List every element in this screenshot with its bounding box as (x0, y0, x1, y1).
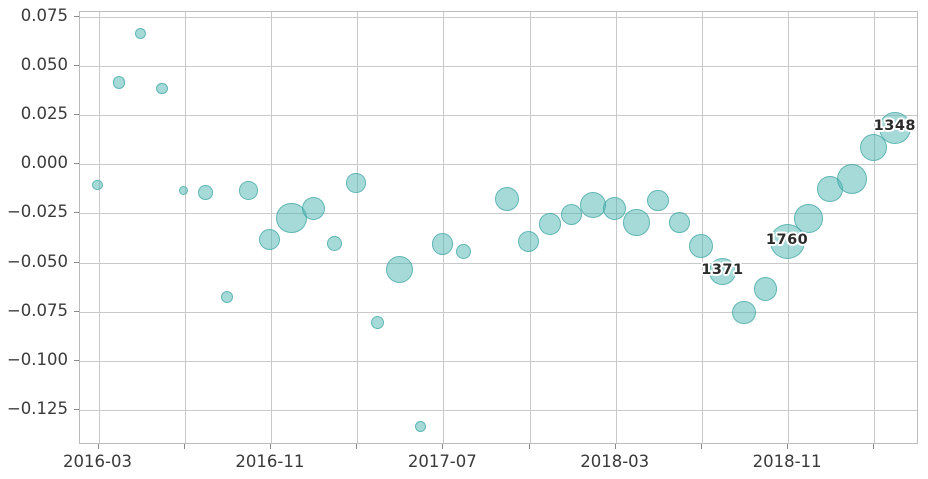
y-tick-mark (74, 114, 79, 116)
data-point-bubble (539, 213, 561, 235)
data-point-bubble (346, 173, 366, 193)
y-gridline (80, 311, 918, 313)
data-point-bubble (603, 196, 627, 220)
plot-area (79, 10, 919, 444)
data-point-bubble (878, 111, 912, 145)
data-point-bubble (561, 203, 583, 225)
y-tick-label: 0.075 (20, 6, 68, 25)
y-tick-label: −0.075 (6, 300, 68, 320)
data-point-bubble (769, 224, 805, 260)
data-point-bubble (415, 420, 427, 433)
y-tick-mark (74, 310, 79, 312)
data-point-bubble (688, 233, 713, 258)
x-tick-mark (528, 443, 530, 449)
data-point-bubble (580, 191, 607, 218)
x-tick-mark (269, 443, 271, 449)
x-tick-mark (97, 443, 99, 449)
data-point-bubble (327, 236, 343, 252)
x-tick-label: 2017-07 (407, 452, 477, 471)
data-point-bubble (753, 277, 778, 301)
data-point-bubble (179, 186, 189, 196)
x-tick-mark (700, 443, 702, 449)
x-gridline (874, 11, 876, 443)
data-point-bubble (732, 300, 756, 325)
y-gridline (80, 66, 918, 68)
bubble-value-label: 1348 (873, 118, 917, 135)
y-tick-label: −0.100 (6, 349, 68, 369)
x-gridline (357, 11, 359, 443)
data-point-bubble (794, 203, 823, 233)
x-gridline (270, 11, 272, 443)
data-point-bubble (385, 255, 413, 283)
x-tick-label: 2016-03 (63, 452, 132, 471)
y-gridline (80, 213, 918, 215)
data-point-bubble (301, 196, 325, 220)
x-gridline (443, 11, 445, 443)
x-tick-mark (356, 443, 358, 449)
x-tick-label: 2018-03 (580, 452, 650, 471)
data-point-bubble (456, 244, 472, 260)
data-point-bubble (518, 231, 539, 253)
y-tick-label: 0.000 (20, 153, 68, 173)
x-tick-mark (873, 443, 875, 449)
x-tick-mark (183, 443, 185, 449)
y-tick-label: −0.050 (6, 251, 68, 271)
y-gridline (80, 17, 918, 18)
y-tick-label: −0.025 (6, 202, 68, 222)
x-gridline (615, 11, 617, 443)
y-tick-label: 0.050 (20, 55, 68, 75)
data-point-bubble (239, 181, 258, 201)
data-point-bubble (370, 315, 385, 330)
y-gridline (80, 115, 918, 117)
x-tick-label: 2018-11 (752, 452, 822, 471)
data-point-bubble (220, 290, 234, 304)
y-tick-mark (74, 16, 79, 17)
data-point-bubble (431, 233, 454, 255)
x-tick-label: 2016-11 (235, 452, 305, 471)
data-point-bubble (197, 185, 213, 201)
x-gridline (701, 11, 703, 443)
x-tick-mark (614, 443, 616, 449)
y-tick-mark (74, 408, 79, 410)
data-point-bubble (836, 164, 867, 194)
data-point-bubble (135, 28, 147, 40)
data-point-bubble (622, 208, 650, 236)
y-gridline (80, 164, 918, 166)
y-tick-label: −0.125 (6, 398, 68, 418)
bubble-value-label: 1371 (701, 261, 744, 278)
data-point-bubble (709, 258, 736, 285)
data-point-bubble (112, 76, 126, 90)
y-tick-mark (74, 359, 79, 361)
data-point-bubble (92, 179, 103, 191)
data-point-bubble (494, 186, 519, 211)
x-gridline (529, 11, 531, 443)
data-point-bubble (276, 203, 307, 234)
x-gridline (184, 11, 186, 443)
data-point-bubble (259, 229, 281, 251)
y-tick-mark (74, 212, 79, 214)
x-tick-mark (787, 443, 789, 449)
y-gridline (80, 360, 918, 362)
data-point-bubble (669, 211, 690, 233)
y-tick-mark (74, 65, 79, 67)
y-gridline (80, 409, 918, 411)
data-point-bubble (156, 82, 168, 95)
y-tick-mark (74, 261, 79, 263)
y-tick-mark (74, 163, 79, 165)
x-gridline (98, 11, 100, 443)
y-tick-label: 0.025 (20, 104, 68, 124)
y-gridline (80, 262, 918, 264)
bubble-value-label: 1760 (765, 232, 809, 249)
data-point-bubble (647, 189, 669, 212)
x-tick-mark (442, 443, 444, 449)
